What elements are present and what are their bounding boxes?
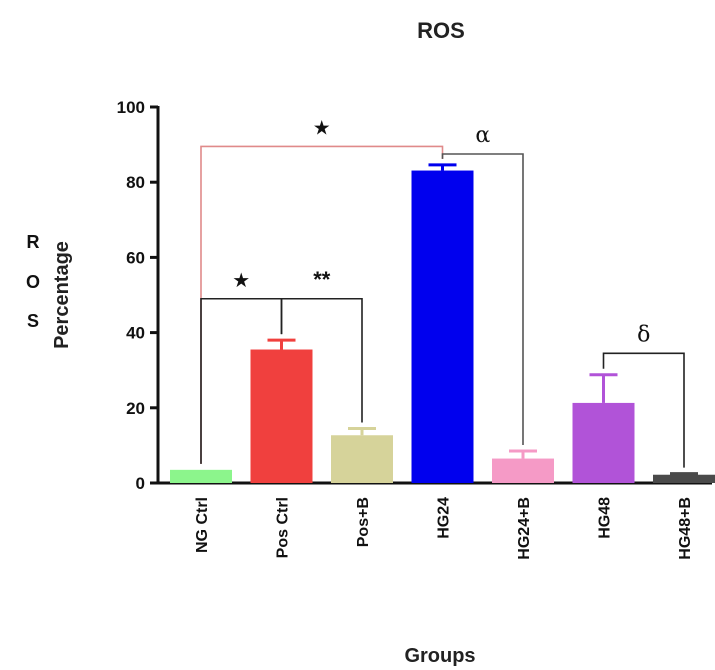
category-label: HG48+B bbox=[677, 497, 694, 560]
category-label: HG48 bbox=[597, 497, 614, 539]
bar bbox=[411, 170, 474, 483]
category-label: NG Ctrl bbox=[194, 497, 211, 553]
significance-label: ★ bbox=[313, 117, 331, 139]
chart-title: ROS bbox=[417, 18, 465, 43]
side-letter-o: O bbox=[26, 272, 40, 292]
significance-label: δ bbox=[637, 322, 650, 347]
error-bars bbox=[267, 163, 698, 476]
bar bbox=[331, 435, 393, 483]
significance-annotations: ★ α ★ ** δ bbox=[200, 117, 685, 468]
bars bbox=[170, 170, 715, 483]
category-label: HG24+B bbox=[516, 497, 533, 560]
significance-label: ★ bbox=[232, 270, 250, 292]
side-letter-s: S bbox=[27, 311, 39, 331]
category-label: Pos Ctrl bbox=[275, 497, 292, 558]
y-axis-label: Percentage bbox=[51, 241, 73, 349]
y-tick-label: 80 bbox=[126, 173, 145, 192]
bar bbox=[170, 469, 232, 483]
category-label: Pos+B bbox=[355, 497, 372, 547]
x-axis-label: Groups bbox=[404, 645, 475, 667]
significance-bracket bbox=[280, 297, 363, 423]
significance-bracket bbox=[441, 153, 524, 446]
side-letter-r: R bbox=[27, 232, 40, 252]
category-label: HG24 bbox=[436, 497, 453, 539]
category-labels: NG Ctrl Pos Ctrl Pos+B HG24 HG24+B HG48 HG48+B bbox=[194, 497, 694, 560]
significance-label: α bbox=[475, 123, 490, 148]
bar bbox=[250, 349, 313, 483]
significance-bracket bbox=[602, 352, 685, 468]
bar bbox=[653, 474, 715, 483]
significance-bracket bbox=[200, 145, 444, 464]
y-tick-label: 100 bbox=[117, 98, 145, 117]
bar bbox=[572, 402, 635, 483]
y-tick-label: 40 bbox=[126, 324, 145, 343]
bar bbox=[492, 458, 554, 483]
significance-label: ** bbox=[313, 267, 331, 292]
y-tick-label: 60 bbox=[126, 248, 145, 267]
y-tick-label: 20 bbox=[126, 399, 145, 418]
y-tick-label: 0 bbox=[136, 474, 145, 493]
